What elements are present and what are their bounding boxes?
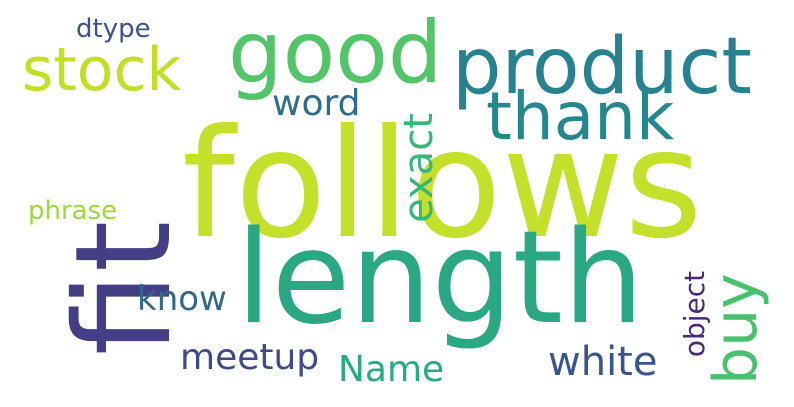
word-phrase: phrase — [28, 196, 118, 226]
word-exact: exact — [396, 113, 442, 223]
word-know: know — [137, 279, 227, 319]
word-thank: thank — [486, 78, 675, 155]
word-stock: stock — [22, 35, 182, 105]
word-white: white — [548, 339, 658, 385]
word-meetup: meetup — [180, 337, 320, 378]
word-name: Name — [338, 349, 445, 390]
word-word: word — [272, 83, 361, 124]
word-length: length — [236, 204, 644, 353]
word-dtype: dtype — [76, 14, 151, 44]
word-buy: buy — [701, 273, 771, 385]
word-follows: follows — [182, 98, 703, 272]
word-good: good — [228, 3, 443, 103]
word-object: object — [678, 270, 711, 358]
word-product: product — [452, 22, 753, 112]
